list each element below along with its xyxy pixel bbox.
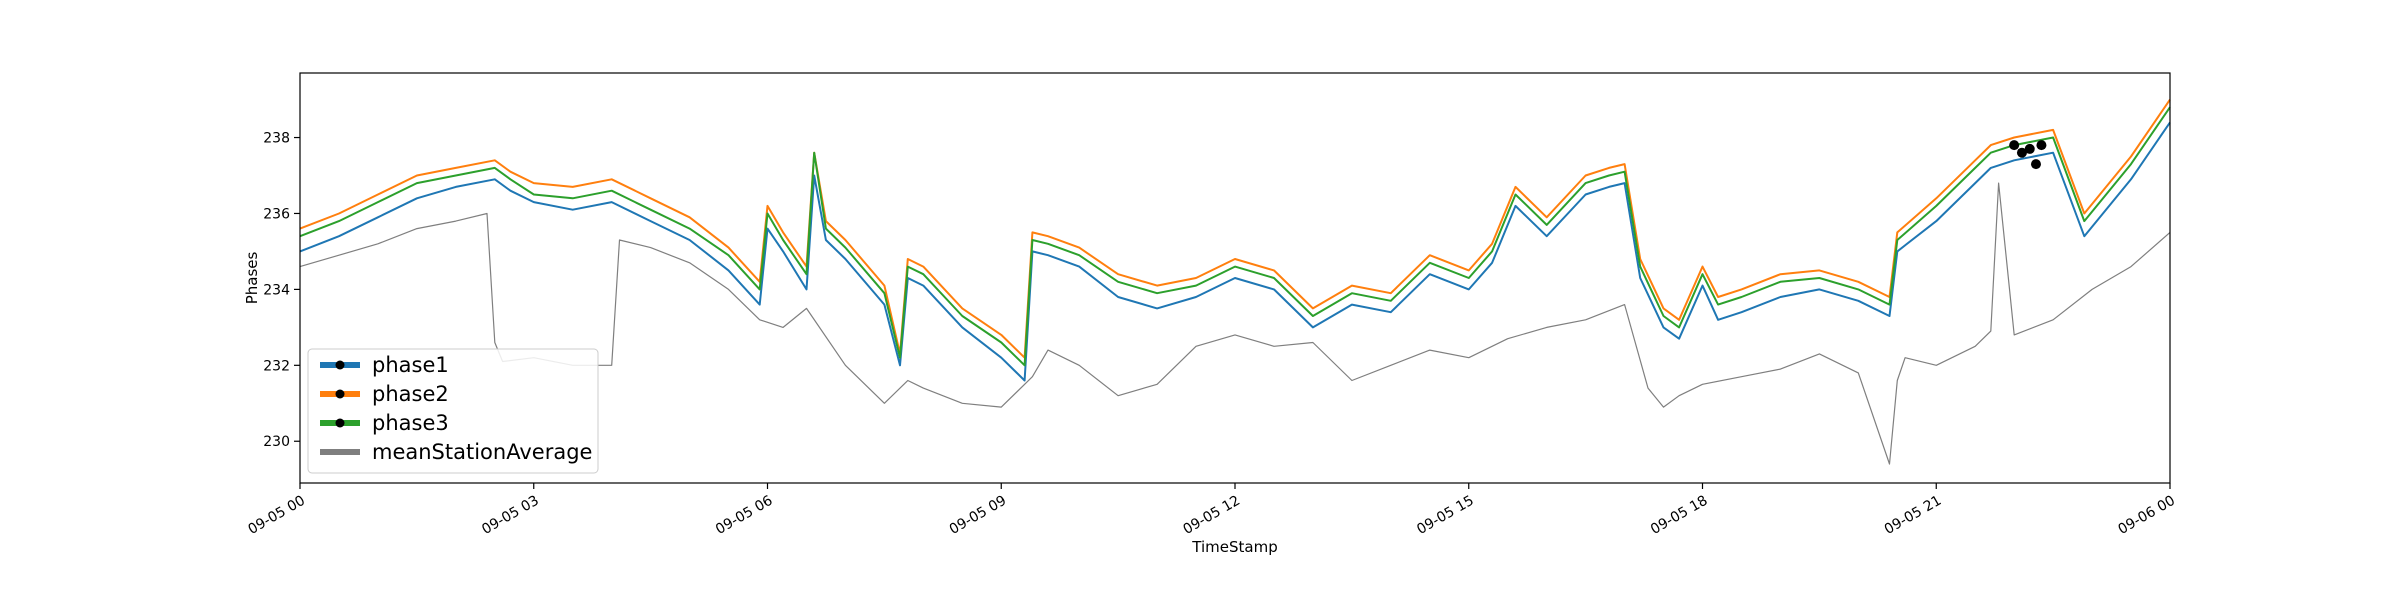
- series-line-phase1: [299, 121, 2171, 382]
- x-tick-label: 09-05 06: [713, 493, 776, 538]
- legend-marker: [335, 360, 345, 370]
- legend-box: [307, 348, 599, 474]
- y-tick-label: 236: [263, 206, 290, 222]
- x-tick-label: 09-05 18: [1648, 493, 1711, 538]
- x-tick-label: 09-06 00: [2115, 493, 2178, 538]
- y-tick-label: 230: [263, 434, 290, 450]
- legend-label-phase3: phase3: [372, 411, 449, 435]
- x-tick-label: 09-05 09: [947, 493, 1010, 538]
- legend: phase1 phase2 phase3 meanStationAverage: [307, 348, 599, 474]
- x-tick-label: 09-05 00: [245, 493, 308, 538]
- data-marker: [2016, 147, 2027, 158]
- x-axis: 09-05 00 09-05 03 09-05 06 09-05 09 09-05 12…: [245, 483, 2178, 538]
- series-layer: [299, 99, 2171, 465]
- y-tick-label: 232: [263, 358, 290, 374]
- x-axis-label: TimeStamp: [1191, 538, 1277, 556]
- legend-marker: [335, 389, 345, 399]
- series-line-phase3: [299, 106, 2171, 367]
- y-tick-label: 238: [263, 131, 290, 147]
- data-marker: [2036, 140, 2047, 151]
- data-marker: [2024, 143, 2035, 154]
- y-tick-label: 234: [263, 282, 290, 298]
- x-tick-label: 09-05 12: [1180, 493, 1243, 538]
- legend-label-meanStationAverage: meanStationAverage: [372, 440, 592, 464]
- x-tick-label: 09-05 21: [1882, 493, 1945, 538]
- y-axis: 230 232 234 236 238: [263, 131, 300, 450]
- legend-marker: [335, 418, 345, 428]
- data-marker: [2030, 159, 2041, 170]
- series-line-phase2: [299, 99, 2171, 359]
- x-tick-label: 09-05 15: [1414, 493, 1477, 538]
- legend-label-phase2: phase2: [372, 382, 449, 406]
- x-tick-label: 09-05 03: [479, 493, 542, 538]
- series-line-meanStationAverage: [299, 182, 2171, 465]
- legend-label-phase1: phase1: [372, 353, 449, 377]
- y-axis-label: Phases: [243, 252, 261, 305]
- data-marker: [2009, 140, 2020, 151]
- markers-layer: [2009, 140, 2047, 170]
